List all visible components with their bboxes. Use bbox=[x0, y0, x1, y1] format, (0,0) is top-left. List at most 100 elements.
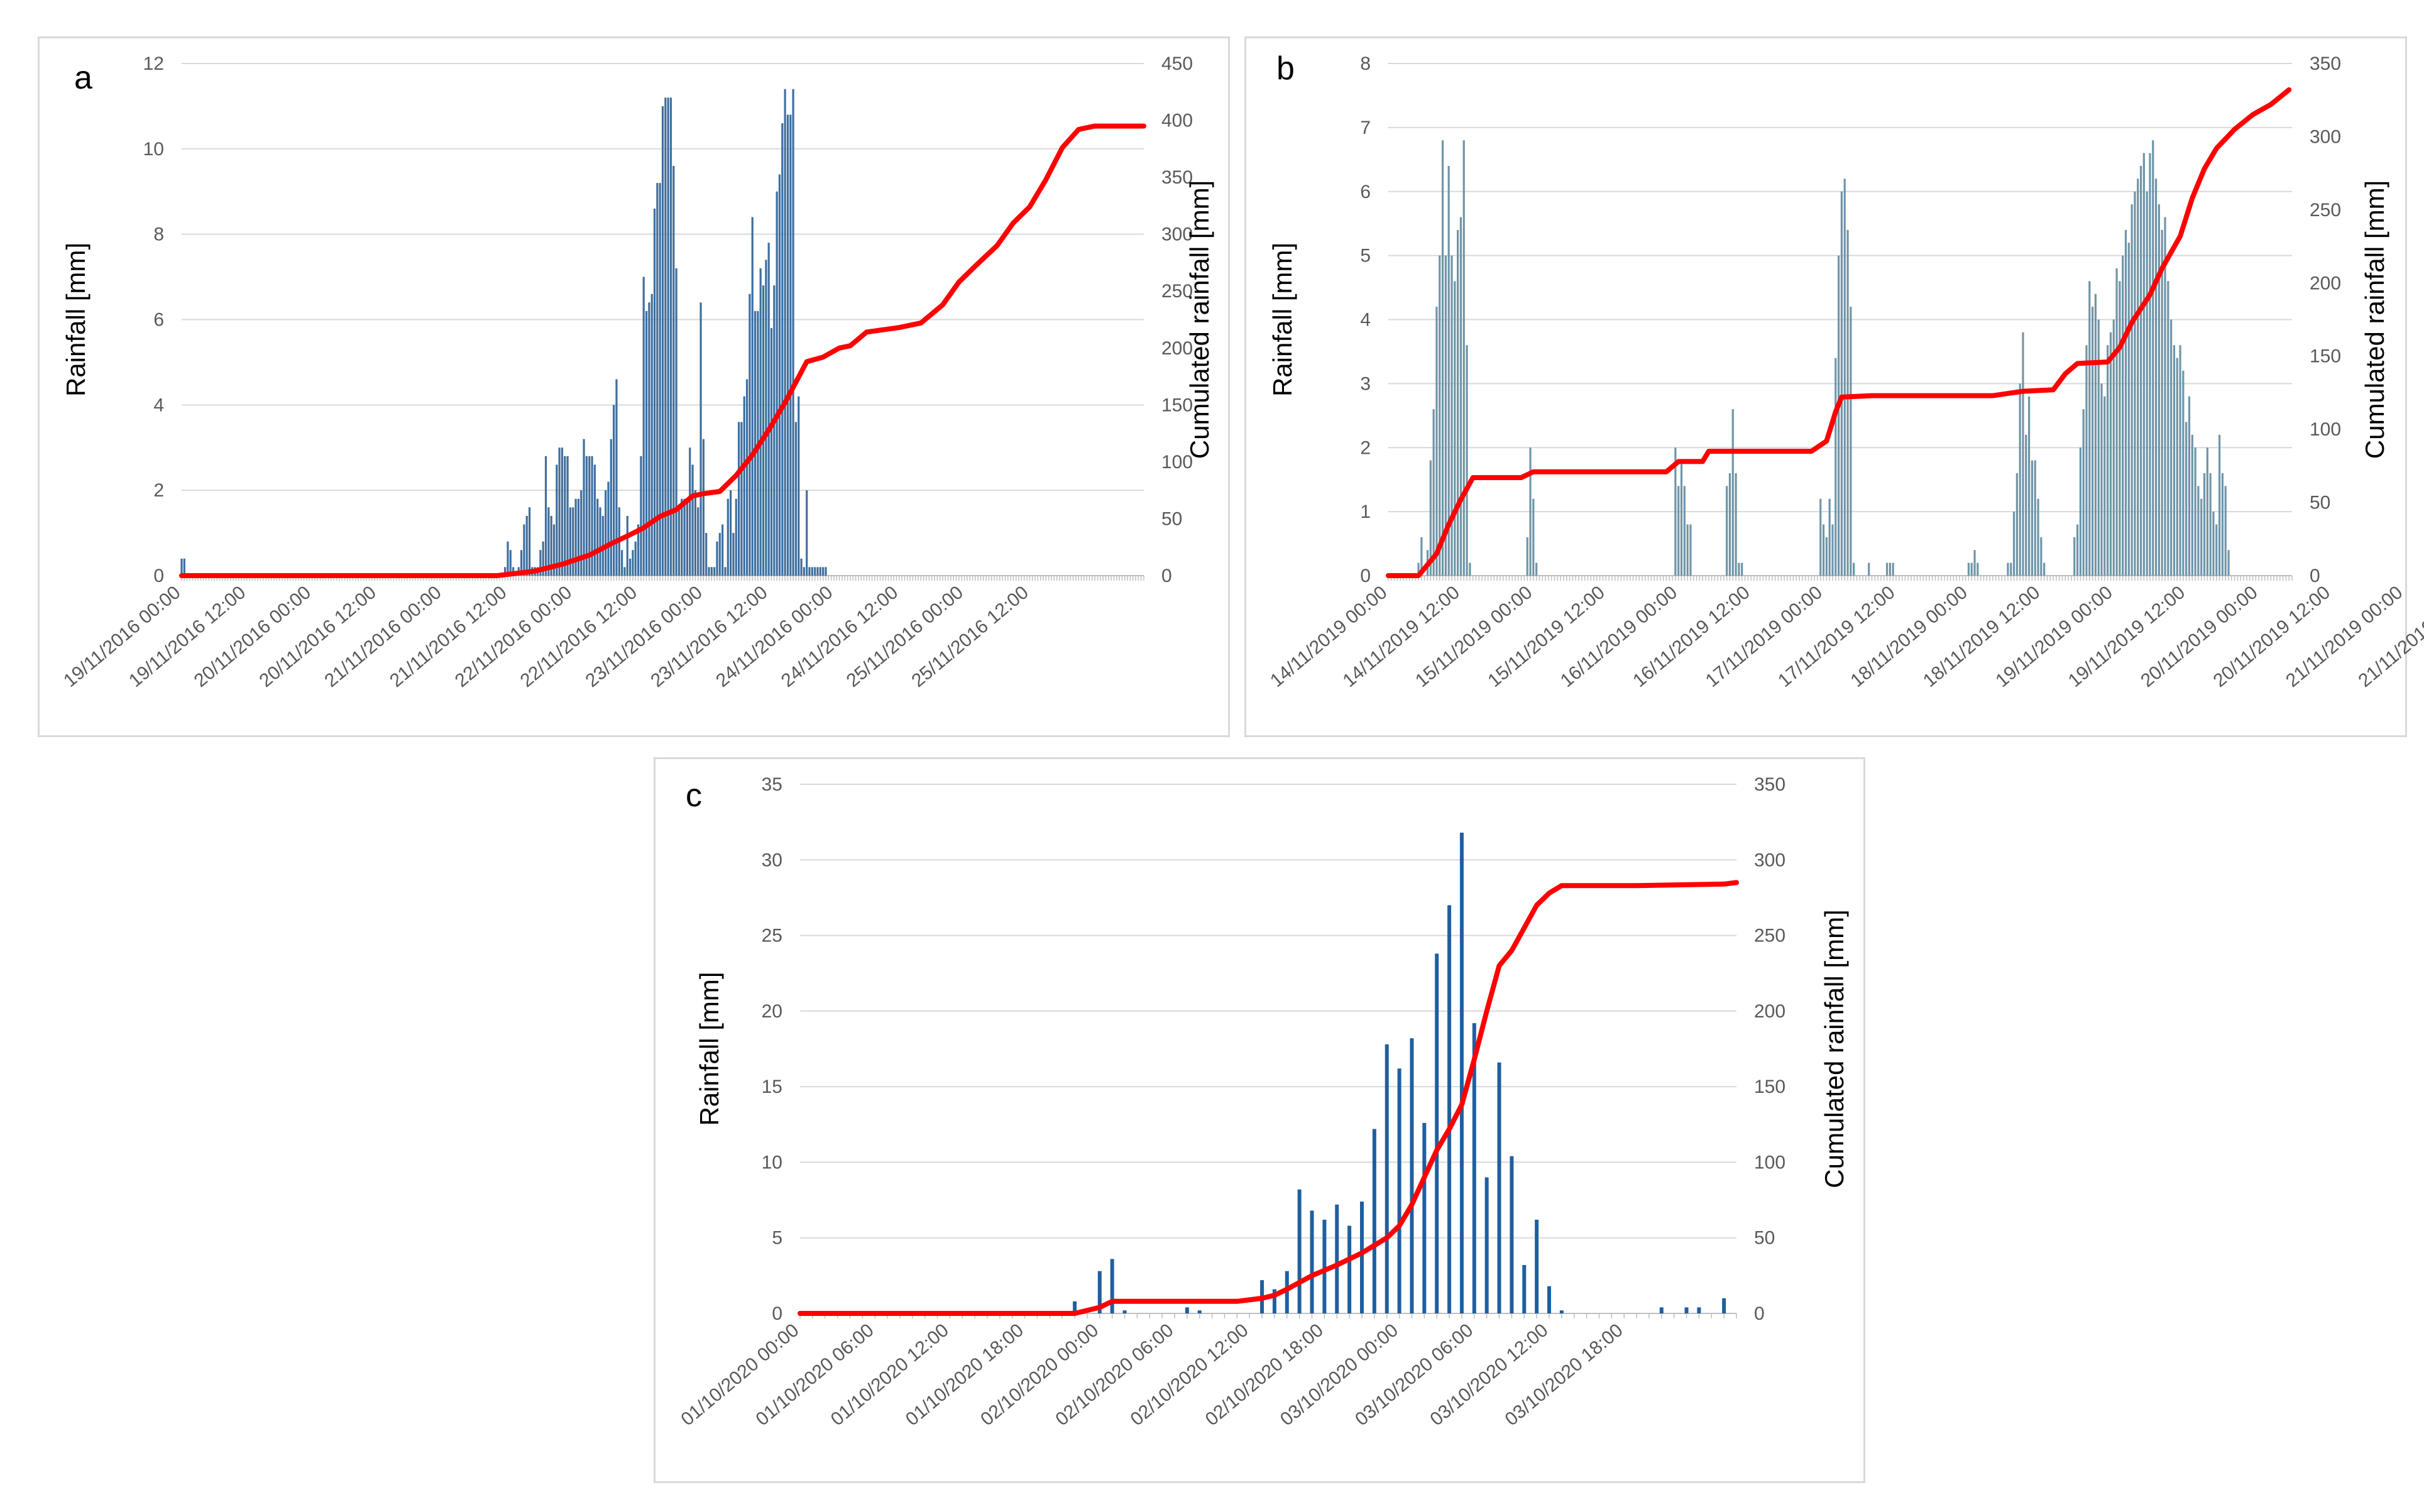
rainfall-bar bbox=[1122, 1310, 1127, 1313]
rainfall-bar bbox=[1454, 281, 1456, 576]
chart-a-svg: 0 2 4 6 8 10 12 0 50 100 150 200 250 300 350 400 450 19/1… bbox=[60, 53, 1214, 691]
panel-label: a bbox=[74, 60, 92, 96]
rainfall-bar bbox=[681, 498, 683, 576]
rainfall-bar bbox=[1285, 1271, 1289, 1313]
rainfall-bar bbox=[773, 285, 776, 576]
y-tick-label: 35 bbox=[762, 774, 782, 795]
y2-tick-label: 100 bbox=[2310, 419, 2341, 440]
rainfall-bar bbox=[659, 183, 661, 576]
rainfall-bar bbox=[569, 507, 572, 576]
rainfall-bar bbox=[1429, 460, 1432, 576]
rainfall-bar bbox=[2154, 178, 2158, 576]
rainfall-bar bbox=[1697, 1307, 1701, 1313]
y2-tick-label: 100 bbox=[1754, 1152, 1785, 1173]
rainfall-bar bbox=[710, 567, 713, 576]
rainfall-bar bbox=[2203, 473, 2206, 576]
y-tick-label: 0 bbox=[772, 1303, 782, 1324]
x-tick-label: 24/11/2016 00:00 bbox=[712, 582, 836, 691]
rainfall-bar bbox=[2112, 319, 2115, 576]
y2-tick-label: 250 bbox=[1754, 926, 1785, 946]
rainfall-bar bbox=[2227, 550, 2230, 576]
rainfall-bar bbox=[1689, 524, 1692, 576]
rainfall-bar bbox=[661, 106, 664, 576]
rainfall-bar bbox=[808, 567, 811, 576]
rainfall-bar bbox=[1272, 1289, 1276, 1313]
rainfall-bar bbox=[765, 260, 767, 576]
rainfall-bar bbox=[544, 456, 547, 576]
rainfall-bar bbox=[1097, 1271, 1102, 1313]
rainfall-bar bbox=[2119, 281, 2121, 576]
rainfall-bar bbox=[1819, 498, 1822, 576]
rainfall-bars bbox=[1417, 140, 2230, 576]
y-tick-label: 5 bbox=[1360, 246, 1371, 266]
rainfall-bar bbox=[574, 498, 577, 576]
y-tick-label: 2 bbox=[1360, 437, 1371, 458]
rainfall-bar bbox=[2079, 447, 2081, 576]
rainfall-bar bbox=[1526, 537, 1528, 576]
y2-tick-label: 0 bbox=[1161, 566, 1172, 586]
rainfall-bar bbox=[572, 507, 574, 576]
rainfall-bar bbox=[2182, 371, 2185, 576]
rainfall-bar bbox=[727, 498, 729, 576]
y2-tick-label: 150 bbox=[2310, 346, 2341, 367]
rainfall-bar bbox=[2188, 396, 2191, 576]
y2-tick-label: 400 bbox=[1161, 111, 1193, 131]
y2-tick-label: 200 bbox=[2310, 273, 2341, 293]
cumulated-rainfall-line bbox=[798, 880, 1739, 1316]
rainfall-bar bbox=[1977, 562, 1979, 576]
rainfall-bar bbox=[730, 490, 732, 576]
rainfall-bar bbox=[2043, 562, 2046, 576]
rainfall-bar bbox=[2015, 473, 2018, 576]
rainfall-bar bbox=[776, 191, 778, 576]
x-tick-label: 24/11/2016 12:00 bbox=[777, 582, 902, 691]
panel-label: c bbox=[686, 777, 702, 814]
rainfall-bar bbox=[1677, 486, 1680, 576]
rainfall-bar bbox=[713, 567, 716, 576]
rainfall-bar bbox=[1197, 1310, 1202, 1313]
rainfall-bar bbox=[585, 456, 588, 576]
rainfall-bar bbox=[699, 302, 702, 576]
rainfall-bar bbox=[794, 422, 798, 576]
rainfall-bar bbox=[580, 490, 583, 576]
y2-tick-label: 450 bbox=[1161, 53, 1193, 74]
rainfall-bar bbox=[1683, 486, 1686, 576]
rainfall-bar bbox=[2221, 473, 2224, 576]
rainfall-bar bbox=[806, 490, 808, 576]
rainfall-bar bbox=[745, 379, 749, 576]
y-tick-label: 15 bbox=[762, 1076, 782, 1097]
rainfall-bar bbox=[1853, 562, 1855, 576]
rainfall-bar bbox=[1522, 1265, 1527, 1313]
rainfall-bar bbox=[762, 285, 765, 576]
rainfall-bar bbox=[1822, 524, 1825, 576]
rainfall-bar bbox=[691, 464, 694, 576]
rainfall-bar bbox=[1559, 1310, 1564, 1313]
rainfall-bar bbox=[634, 541, 637, 576]
rainfall-bar bbox=[1892, 562, 1894, 576]
rainfall-bar bbox=[1834, 358, 1837, 576]
rainfall-bar bbox=[1110, 1259, 1114, 1313]
rainfall-bar bbox=[732, 533, 735, 576]
rainfall-bar bbox=[677, 507, 681, 576]
rainfall-bar bbox=[2109, 332, 2112, 576]
rainfall-bar bbox=[588, 456, 591, 576]
rainfall-bar bbox=[632, 550, 634, 576]
y-axis-title: Rainfall [mm] bbox=[1268, 243, 1297, 397]
rainfall-bar bbox=[1529, 447, 1532, 576]
rainfall-bar bbox=[610, 439, 612, 576]
rainfall-bar bbox=[621, 550, 623, 576]
y2-axis-title: Cumulated rainfall [mm] bbox=[2360, 180, 2389, 459]
y2-tick-label: 300 bbox=[1754, 850, 1785, 870]
rainfall-bar bbox=[1825, 537, 1828, 576]
rainfall-bar bbox=[2218, 434, 2221, 576]
rainfall-bar bbox=[593, 464, 596, 576]
y2-tick-label: 50 bbox=[1754, 1228, 1775, 1249]
rainfall-bar bbox=[2122, 255, 2124, 576]
y2-tick-label: 100 bbox=[1161, 452, 1193, 473]
rainfall-bar bbox=[2022, 332, 2024, 576]
x-tick-label: 22/11/2016 00:00 bbox=[451, 582, 576, 691]
y-tick-label: 0 bbox=[153, 566, 164, 586]
rainfall-bar bbox=[1372, 1129, 1376, 1313]
rainfall-bar bbox=[613, 405, 615, 576]
rainfall-bar bbox=[675, 268, 677, 576]
rainfall-bar bbox=[814, 567, 816, 576]
